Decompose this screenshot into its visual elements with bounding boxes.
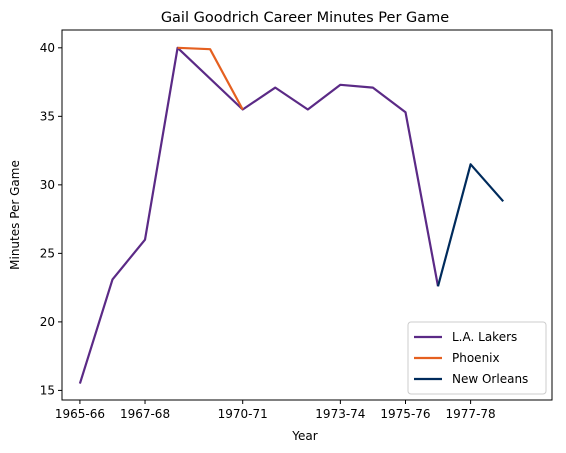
x-tick-label: 1970-71 — [218, 407, 268, 421]
x-tick-label: 1977-78 — [446, 407, 496, 421]
y-tick-label: 40 — [40, 41, 55, 55]
x-tick-label: 1967-68 — [120, 407, 170, 421]
legend: L.A. Lakers Phoenix New Orleans — [407, 321, 547, 395]
legend-label: Phoenix — [452, 351, 500, 365]
series-line-2 — [177, 46, 244, 111]
y-tick-label: 15 — [40, 383, 55, 397]
y-axis-title: Minutes Per Game — [8, 160, 22, 270]
x-axis: 1965-66 1967-68 1970-71 1973-74 1975-76 1977-… — [55, 400, 496, 421]
x-tick-label: 1965-66 — [55, 407, 105, 421]
x-axis-title: Year — [291, 429, 317, 443]
series-line-1 — [78, 46, 440, 384]
series-line-3 — [436, 163, 505, 287]
series-layer — [78, 46, 505, 384]
x-tick-label: 1975-76 — [380, 407, 430, 421]
legend-label: New Orleans — [452, 372, 528, 386]
y-tick-label: 35 — [40, 109, 55, 123]
y-axis: 15 20 25 30 35 40 — [40, 41, 62, 397]
y-tick-label: 25 — [40, 246, 55, 260]
chart-title: Gail Goodrich Career Minutes Per Game — [161, 10, 449, 26]
plot-frame — [61, 29, 553, 401]
legend-box — [407, 321, 547, 395]
legend-label: L.A. Lakers — [452, 330, 517, 344]
y-tick-label: 30 — [40, 178, 55, 192]
x-tick-label: 1973-74 — [315, 407, 365, 421]
y-tick-label: 20 — [40, 315, 55, 329]
